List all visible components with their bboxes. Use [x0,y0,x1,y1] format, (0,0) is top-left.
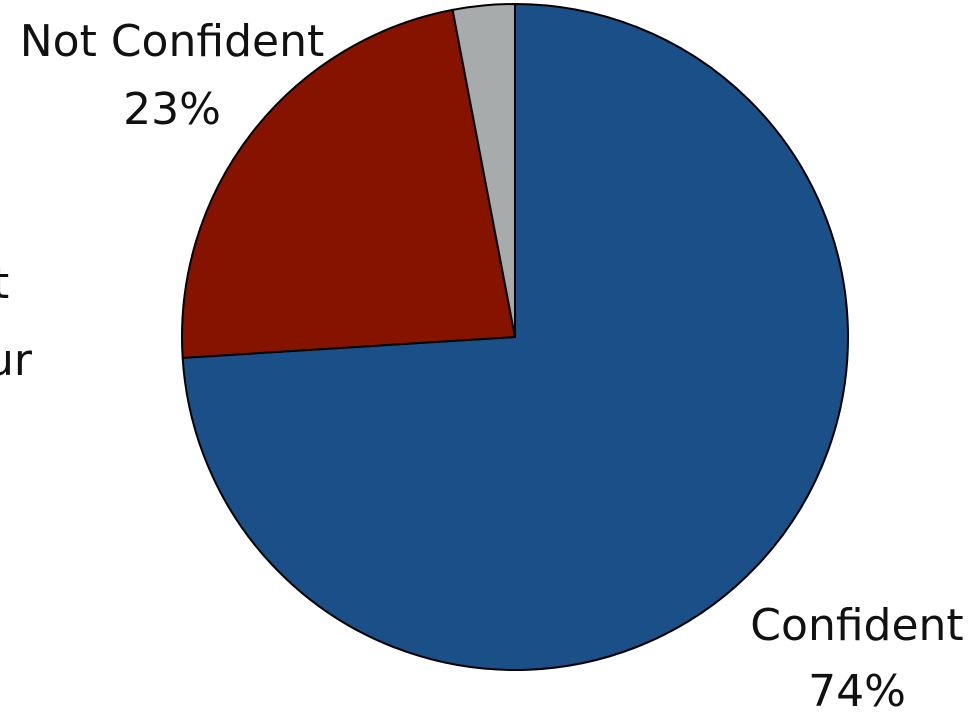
confident-label: Confident [750,600,963,651]
cut-off-text-line-1: t [0,258,9,309]
other-slice [451,3,516,338]
cut-off-text-line-2: ur [0,335,33,386]
not-confident-label: Not Confident [20,16,324,67]
confident-value: 74% [808,666,906,715]
not-confident-value: 23% [123,84,221,135]
pie-slices [181,3,849,671]
not-confident-slice [181,8,516,359]
